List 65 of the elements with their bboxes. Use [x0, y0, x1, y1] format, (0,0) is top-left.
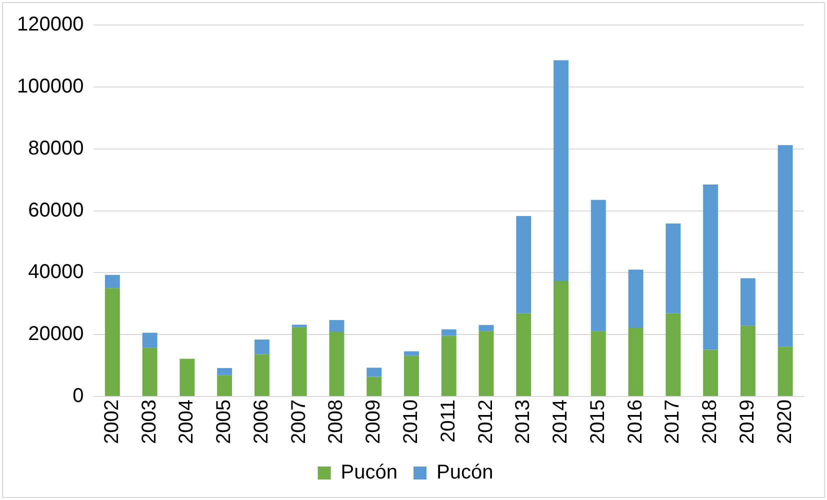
x-tick-label: 2007 [288, 400, 310, 444]
bar [404, 351, 419, 356]
y-tick-label: 40000 [28, 261, 84, 284]
bar [554, 281, 568, 396]
bar [628, 270, 644, 328]
bar [516, 313, 532, 396]
x-tick-label: 2014 [550, 400, 572, 444]
bar [404, 356, 419, 396]
bar [590, 200, 606, 332]
x-tick-label: 2013 [512, 400, 534, 444]
bar [478, 331, 494, 396]
bar [554, 60, 568, 282]
legend-label: Pucón [436, 462, 494, 484]
bar [329, 320, 344, 332]
y-tick-label: 20000 [28, 323, 84, 346]
bar [292, 327, 307, 396]
bar [217, 375, 232, 396]
x-tick-label: 2005 [213, 400, 236, 444]
x-tick-label: 2020 [774, 400, 796, 444]
bar [292, 324, 307, 328]
bar [104, 274, 120, 288]
x-tick-label: 2012 [474, 400, 497, 444]
bar [478, 324, 494, 332]
y-tick-label: 100000 [16, 75, 84, 98]
x-tick-label: 2002 [100, 400, 123, 444]
x-tick-label: 2009 [362, 400, 385, 444]
bar [778, 145, 793, 347]
x-tick-label: 2006 [250, 400, 272, 444]
y-tick-label: 120000 [16, 14, 84, 36]
bar [366, 376, 382, 396]
y-tick-label: 60000 [28, 199, 84, 222]
bar [666, 223, 681, 314]
bar [740, 278, 756, 326]
x-tick-label: 2011 [437, 400, 460, 443]
bar [666, 313, 681, 396]
y-tick-label: 80000 [28, 137, 84, 160]
bar [703, 350, 718, 396]
bar [254, 354, 270, 396]
bar [329, 331, 344, 396]
bar [142, 348, 158, 396]
bar [778, 346, 793, 396]
bar [590, 331, 606, 396]
x-tick-label: 2015 [586, 400, 609, 444]
bar [366, 368, 382, 377]
bar [516, 216, 532, 314]
bar [254, 340, 270, 354]
bar [740, 326, 756, 396]
x-tick-label: 2004 [176, 400, 198, 444]
bar [628, 327, 644, 396]
x-tick-label: 2008 [325, 400, 348, 444]
x-tick-label: 2010 [400, 400, 422, 444]
bar [703, 184, 718, 350]
bar [142, 332, 158, 348]
bar [217, 368, 232, 376]
legend-label: Pucón [340, 462, 398, 484]
x-tick-label: 2003 [138, 400, 160, 444]
x-tick-label: 2016 [624, 400, 646, 444]
x-tick-label: 2018 [699, 400, 722, 444]
x-tick-label: 2017 [662, 400, 684, 444]
y-tick-label: 0 [72, 385, 84, 408]
bar [180, 358, 195, 396]
x-tick-label: 2019 [736, 400, 758, 444]
bar [441, 329, 456, 336]
bar [441, 336, 456, 396]
bar [104, 288, 120, 396]
